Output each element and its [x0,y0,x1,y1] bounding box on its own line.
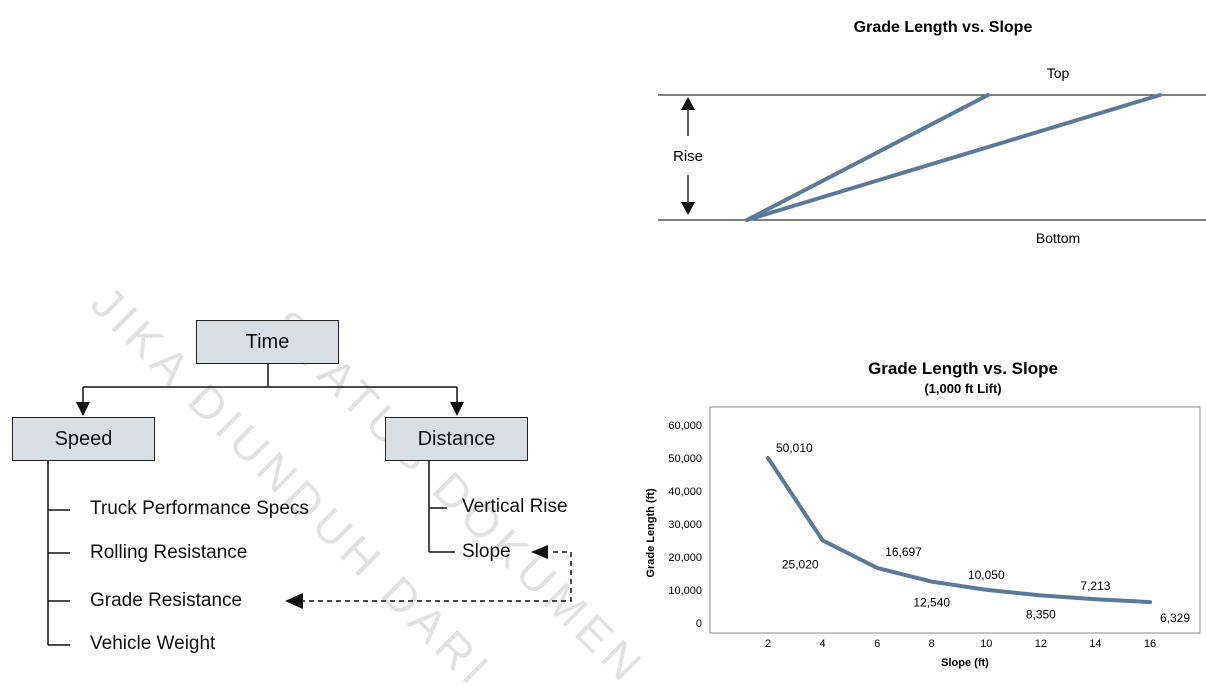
grade-diagram-title: Grade Length vs. Slope [854,19,1033,36]
y-axis-label: Grade Length (ft) [645,488,657,578]
tree-connectors [47,364,572,646]
tree-item-slope: Slope [462,541,511,562]
x-tick-label: 8 [929,638,935,650]
y-tick-label: 30,000 [668,519,702,531]
data-label: 8,350 [1026,607,1056,621]
distance-box: Distance [385,417,528,461]
y-tick-label: 20,000 [668,552,702,564]
data-label: 25,020 [782,557,819,571]
y-tick-label: 10,000 [668,585,702,597]
y-tick-label: 50,000 [668,453,702,465]
grade-length-chart: Grade Length vs. Slope (1,000 ft Lift) 0… [645,359,1201,669]
x-axis-label: Slope (ft) [941,657,989,669]
dashed-link [303,551,572,602]
x-tick-label: 14 [1089,638,1101,650]
y-tick-label: 60,000 [668,420,702,432]
data-label: 6,329 [1160,611,1190,625]
top-label: Top [1047,65,1070,81]
chart-title: Grade Length vs. Slope [868,359,1058,378]
y-tick-label: 0 [696,618,702,630]
tree-item-truck-performance: Truck Performance Specs [90,498,309,519]
speed-box: Speed [12,417,155,461]
x-tick-label: 6 [874,638,880,650]
chart-subtitle: (1,000 ft Lift) [924,381,1001,396]
tree-item-vehicle-weight: Vehicle Weight [90,633,216,654]
x-tick-label: 2 [765,638,771,650]
rise-label: Rise [673,148,703,165]
time-box: Time [196,320,339,364]
data-label: 12,540 [913,596,950,610]
y-tick-label: 40,000 [668,486,702,498]
data-label: 16,697 [885,545,922,559]
data-label: 50,010 [776,441,813,455]
plot-area [709,406,1201,634]
arrow-left-icon [285,593,303,609]
series-line [766,456,1152,605]
bottom-label: Bottom [1036,230,1080,246]
rise-arrow [681,97,695,215]
steep-slope-line [745,93,990,222]
tree-item-rolling-resistance: Rolling Resistance [90,542,248,563]
x-tick-label: 4 [820,638,826,650]
arrow-down-icon [450,402,464,416]
data-label: 10,050 [968,568,1005,582]
x-tick-label: 10 [980,638,992,650]
tree-item-grade-resistance: Grade Resistance [90,590,243,611]
data-label: 7,213 [1080,579,1110,593]
x-tick-label: 12 [1035,638,1047,650]
arrow-left-icon [531,545,548,559]
grade-diagram: Grade Length vs. Slope Top Bottom Rise [658,19,1206,246]
arrow-down-icon [76,402,90,416]
x-tick-label: 16 [1144,638,1156,650]
tree-item-vertical-rise: Vertical Rise [462,496,568,517]
gentle-slope-line [745,93,1162,222]
